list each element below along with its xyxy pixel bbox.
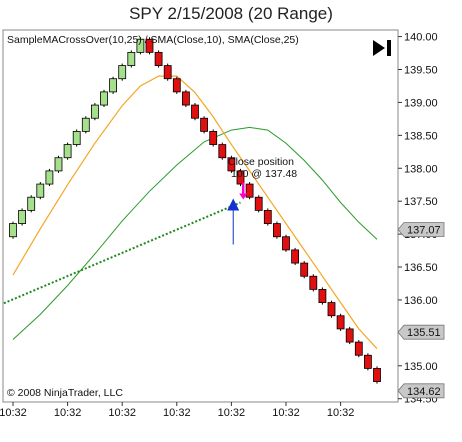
y-tick-label: 138.00 — [404, 163, 438, 175]
down-bar — [336, 315, 345, 330]
down-bar — [181, 91, 190, 106]
up-bar — [81, 117, 90, 132]
down-bar — [191, 104, 199, 119]
x-tick-label: 10:32 — [108, 407, 136, 419]
x-tick-label: 10:32 — [0, 407, 27, 419]
down-bar — [354, 341, 363, 356]
up-bar — [91, 104, 99, 119]
up-bar — [100, 91, 108, 106]
signal-label-line2: 100 @ 137.48 — [231, 168, 297, 180]
down-bar — [163, 65, 172, 80]
down-bar — [327, 302, 336, 317]
down-bar — [209, 130, 218, 145]
up-bar — [54, 157, 63, 172]
down-bar — [145, 38, 154, 53]
down-bar — [309, 275, 318, 290]
down-bar — [373, 368, 381, 382]
up-bar — [72, 130, 81, 145]
trade-trend-line — [3, 201, 241, 305]
down-bar — [345, 328, 354, 343]
signals-layer — [227, 182, 248, 245]
up-bar — [127, 51, 136, 66]
y-tick-label: 137.50 — [404, 196, 438, 208]
sma-fast-line — [12, 75, 378, 350]
down-bar — [245, 183, 254, 198]
down-bar — [318, 289, 327, 303]
down-bar — [254, 196, 263, 211]
up-bar — [18, 210, 27, 224]
plot-frame — [2, 29, 399, 403]
y-tick-label: 139.50 — [404, 65, 438, 77]
up-bar — [36, 183, 45, 198]
price-marker — [397, 324, 445, 340]
y-tick-label: 136.50 — [404, 262, 438, 274]
x-tick-label: 10:32 — [163, 407, 191, 419]
up-bar — [27, 196, 36, 211]
price-marker — [397, 222, 445, 237]
y-tick-label: 139.00 — [404, 97, 438, 109]
y-tick-label: 140.00 — [404, 32, 438, 44]
play-to-end-icon[interactable] — [372, 38, 394, 58]
down-bar — [218, 144, 227, 159]
y-tick-label: 135.00 — [404, 361, 438, 373]
exit-arrow-icon — [239, 193, 248, 200]
x-tick-label: 10:32 — [272, 407, 300, 419]
x-axis: 10:32 10:32 10:32 10:32 10:32 10:32 10:32 — [0, 402, 354, 419]
x-tick-label: 10:32 — [54, 407, 82, 419]
x-tick-label: 10:32 — [218, 407, 246, 419]
down-bar — [282, 236, 290, 251]
up-bar — [109, 78, 117, 93]
down-bar — [200, 117, 209, 132]
up-bar — [45, 170, 54, 185]
down-bar — [272, 223, 281, 238]
down-bar — [154, 51, 163, 66]
signal-label-line1: Close position — [228, 156, 294, 168]
up-bar — [9, 223, 17, 238]
down-bar — [172, 78, 181, 93]
up-bar — [63, 144, 72, 159]
up-bar — [136, 38, 145, 53]
copyright-label: © 2008 NinjaTrader, LLC — [7, 387, 123, 399]
y-tick-label: 136.00 — [404, 295, 438, 307]
down-bar — [227, 157, 236, 172]
entry-arrow-icon — [227, 198, 240, 211]
price-marker-label: 137.07 — [407, 224, 441, 236]
down-bar — [291, 249, 300, 264]
y-axis: 134.50135.00135.50136.00136.50137.00137.… — [397, 32, 445, 406]
price-marker-label: 134.62 — [407, 386, 441, 398]
price-marker — [397, 383, 445, 399]
down-bar — [236, 170, 245, 185]
up-bar — [118, 65, 127, 80]
series-layer — [3, 75, 378, 350]
sma-slow-line — [12, 126, 378, 340]
down-bar — [263, 210, 272, 224]
price-bars — [9, 37, 381, 384]
y-tick-label: 138.50 — [404, 130, 438, 142]
down-bar — [363, 354, 372, 369]
down-bar — [300, 262, 309, 277]
price-marker-label: 135.51 — [407, 327, 441, 339]
indicators-label: SampleMACrossOver(10,25) / SMA(Close,10)… — [7, 34, 299, 46]
x-tick-label: 10:32 — [327, 407, 355, 419]
chart-title: SPY 2/15/2008 (20 Range) — [129, 4, 333, 23]
